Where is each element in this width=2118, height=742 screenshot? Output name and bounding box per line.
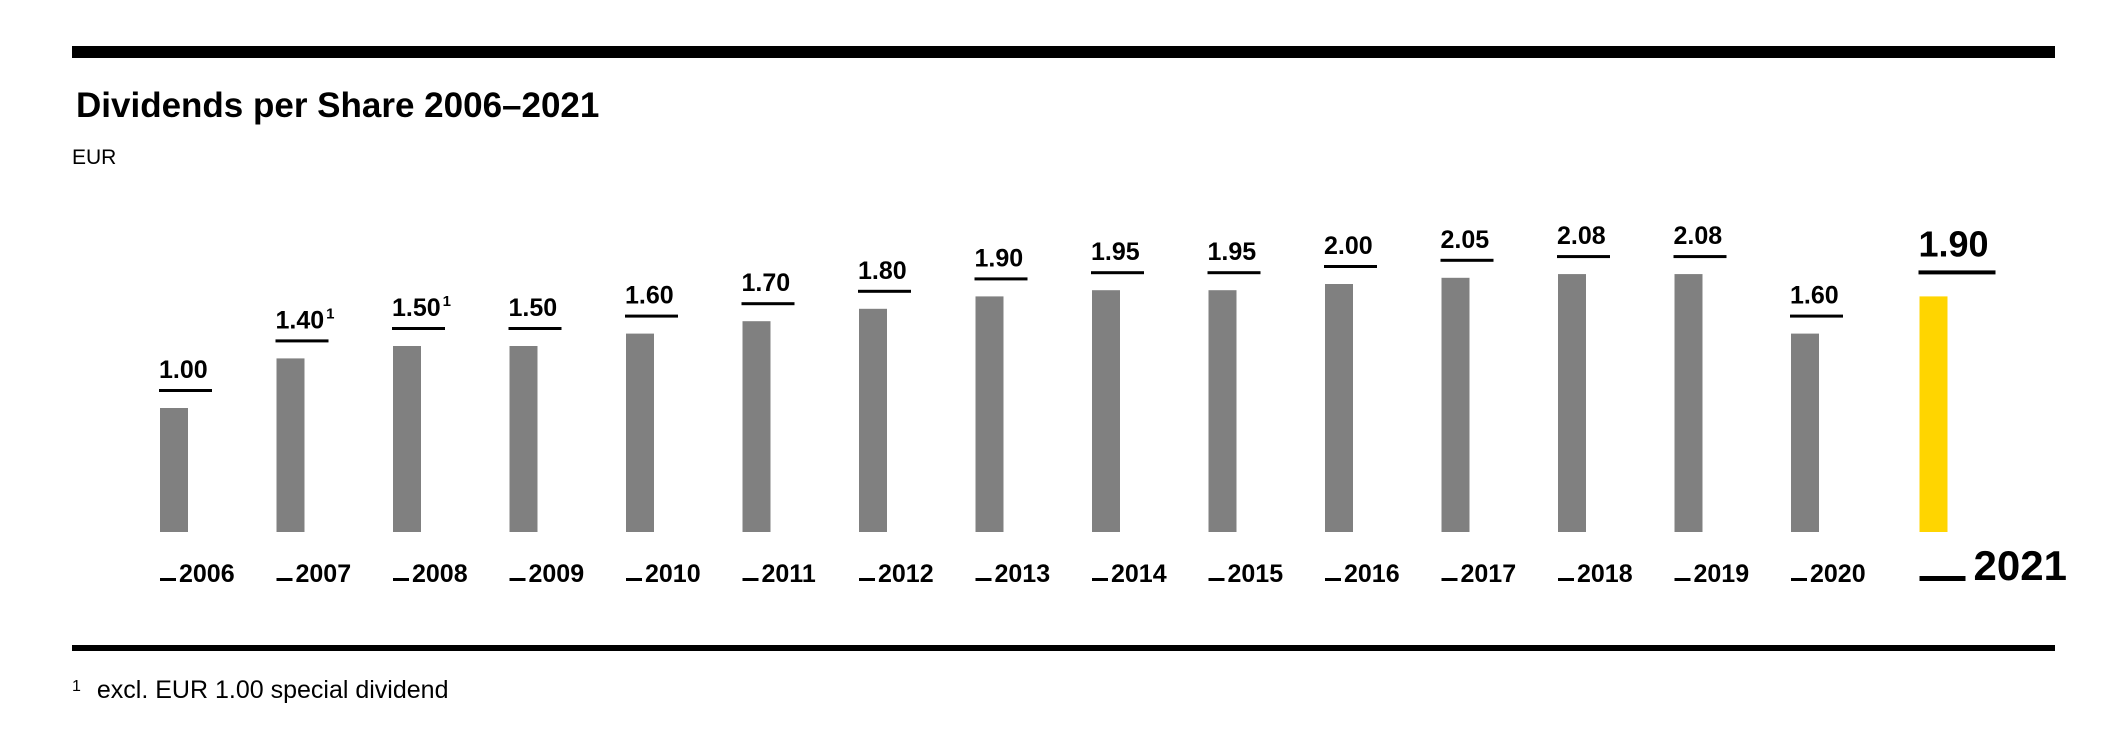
bar-2008 (393, 346, 421, 532)
bar-2011 (742, 321, 771, 532)
tick-dash-2009 (509, 578, 526, 581)
value-underline-2020 (1790, 314, 1843, 318)
footnote-mark: 1 (72, 678, 81, 695)
chart-title: Dividends per Share 2006–2021 (76, 86, 600, 125)
value-underline-2007 (275, 339, 329, 343)
tick-dash-2011 (742, 578, 759, 581)
category-label-2015: 2015 (1228, 560, 1284, 588)
tick-dash-2012 (859, 578, 875, 581)
value-label-2008: 1.50 1 (392, 293, 451, 322)
footnote-text: excl. EUR 1.00 special dividend (96, 676, 449, 704)
bar-2014 (1092, 290, 1120, 532)
value-label-2006: 1.00 (159, 356, 208, 384)
value-underline-2019 (1673, 255, 1727, 259)
bar-2019 (1674, 274, 1703, 532)
category-label-2006: 2006 (179, 560, 235, 588)
value-underline-2013 (974, 277, 1028, 281)
bar-2016 (1325, 284, 1353, 532)
footnote-mark-2008: 1 (443, 293, 451, 310)
footnote-mark-2007: 1 (326, 305, 334, 322)
category-label-2009: 2009 (529, 560, 585, 588)
category-label-2020: 2020 (1810, 560, 1866, 588)
value-underline-2015 (1207, 271, 1261, 275)
value-label-2017: 2.05 (1441, 226, 1490, 254)
tick-dash-2013 (975, 578, 992, 581)
bar-2012 (859, 308, 887, 532)
category-label-2017: 2017 (1461, 560, 1517, 588)
value-underline-2010 (625, 314, 678, 318)
value-label-2009: 1.50 (509, 294, 558, 322)
category-label-2018: 2018 (1577, 560, 1633, 588)
category-label-2008: 2008 (412, 560, 468, 588)
value-underline-2012 (858, 289, 911, 293)
category-label-2012: 2012 (878, 560, 934, 588)
bar-2009 (509, 346, 538, 532)
tick-dash-2021 (1919, 576, 1966, 581)
unit-label: EUR (72, 146, 117, 169)
value-label-2007: 1.40 1 (276, 305, 335, 334)
bottom-rule (72, 645, 2055, 651)
value-underline-2017 (1440, 258, 1494, 262)
bar-2010 (626, 333, 654, 532)
value-label-2010: 1.60 (625, 282, 674, 310)
tick-dash-2006 (160, 578, 176, 581)
value-label-2018: 2.08 (1557, 222, 1606, 250)
value-label-2013: 1.90 (975, 244, 1024, 272)
top-rule (72, 46, 2055, 58)
category-label-2019: 2019 (1694, 560, 1750, 588)
bar-2015 (1208, 290, 1237, 532)
tick-dash-2008 (393, 578, 409, 581)
tick-dash-2014 (1092, 578, 1108, 581)
value-underline-2011 (741, 302, 795, 306)
tick-dash-2017 (1441, 578, 1458, 581)
value-label-2015: 1.95 (1208, 238, 1257, 266)
category-label-2010: 2010 (645, 560, 701, 588)
tick-dash-2010 (626, 578, 642, 581)
value-underline-2008 (392, 327, 445, 330)
value-underline-2018 (1557, 255, 1610, 259)
value-underline-2021 (1918, 270, 1996, 275)
category-label-2014: 2014 (1111, 560, 1167, 588)
tick-dash-2016 (1325, 578, 1341, 581)
value-label-2011: 1.70 (742, 269, 791, 297)
tick-dash-2020 (1791, 578, 1807, 581)
bar-2020 (1791, 333, 1819, 532)
value-underline-2006 (159, 389, 212, 392)
bar-2007 (276, 358, 305, 532)
bar-2021 (1919, 296, 1948, 532)
category-label-2013: 2013 (995, 560, 1051, 588)
tick-dash-2015 (1208, 578, 1225, 581)
category-label-2011: 2011 (762, 560, 816, 588)
value-underline-2016 (1324, 265, 1377, 268)
bar-2017 (1441, 277, 1470, 532)
value-label-2016: 2.00 (1324, 232, 1373, 260)
value-label-2019: 2.08 (1674, 222, 1723, 250)
value-underline-2009 (508, 327, 562, 330)
category-label-2021: 2021 (1974, 542, 2067, 589)
value-label-2021: 1.90 (1919, 223, 1989, 264)
value-label-2012: 1.80 (858, 257, 907, 285)
bar-2006 (160, 408, 188, 532)
tick-dash-2019 (1674, 578, 1691, 581)
category-label-2007: 2007 (296, 560, 352, 588)
value-label-2020: 1.60 (1790, 282, 1839, 310)
tick-dash-2018 (1558, 578, 1574, 581)
bar-2013 (975, 296, 1004, 532)
value-label-2014: 1.95 (1091, 238, 1140, 266)
bar-2018 (1558, 274, 1586, 532)
category-label-2016: 2016 (1344, 560, 1400, 588)
tick-dash-2007 (276, 578, 293, 581)
value-underline-2014 (1091, 271, 1144, 275)
footnote: 1 excl. EUR 1.00 special dividend (72, 676, 448, 705)
